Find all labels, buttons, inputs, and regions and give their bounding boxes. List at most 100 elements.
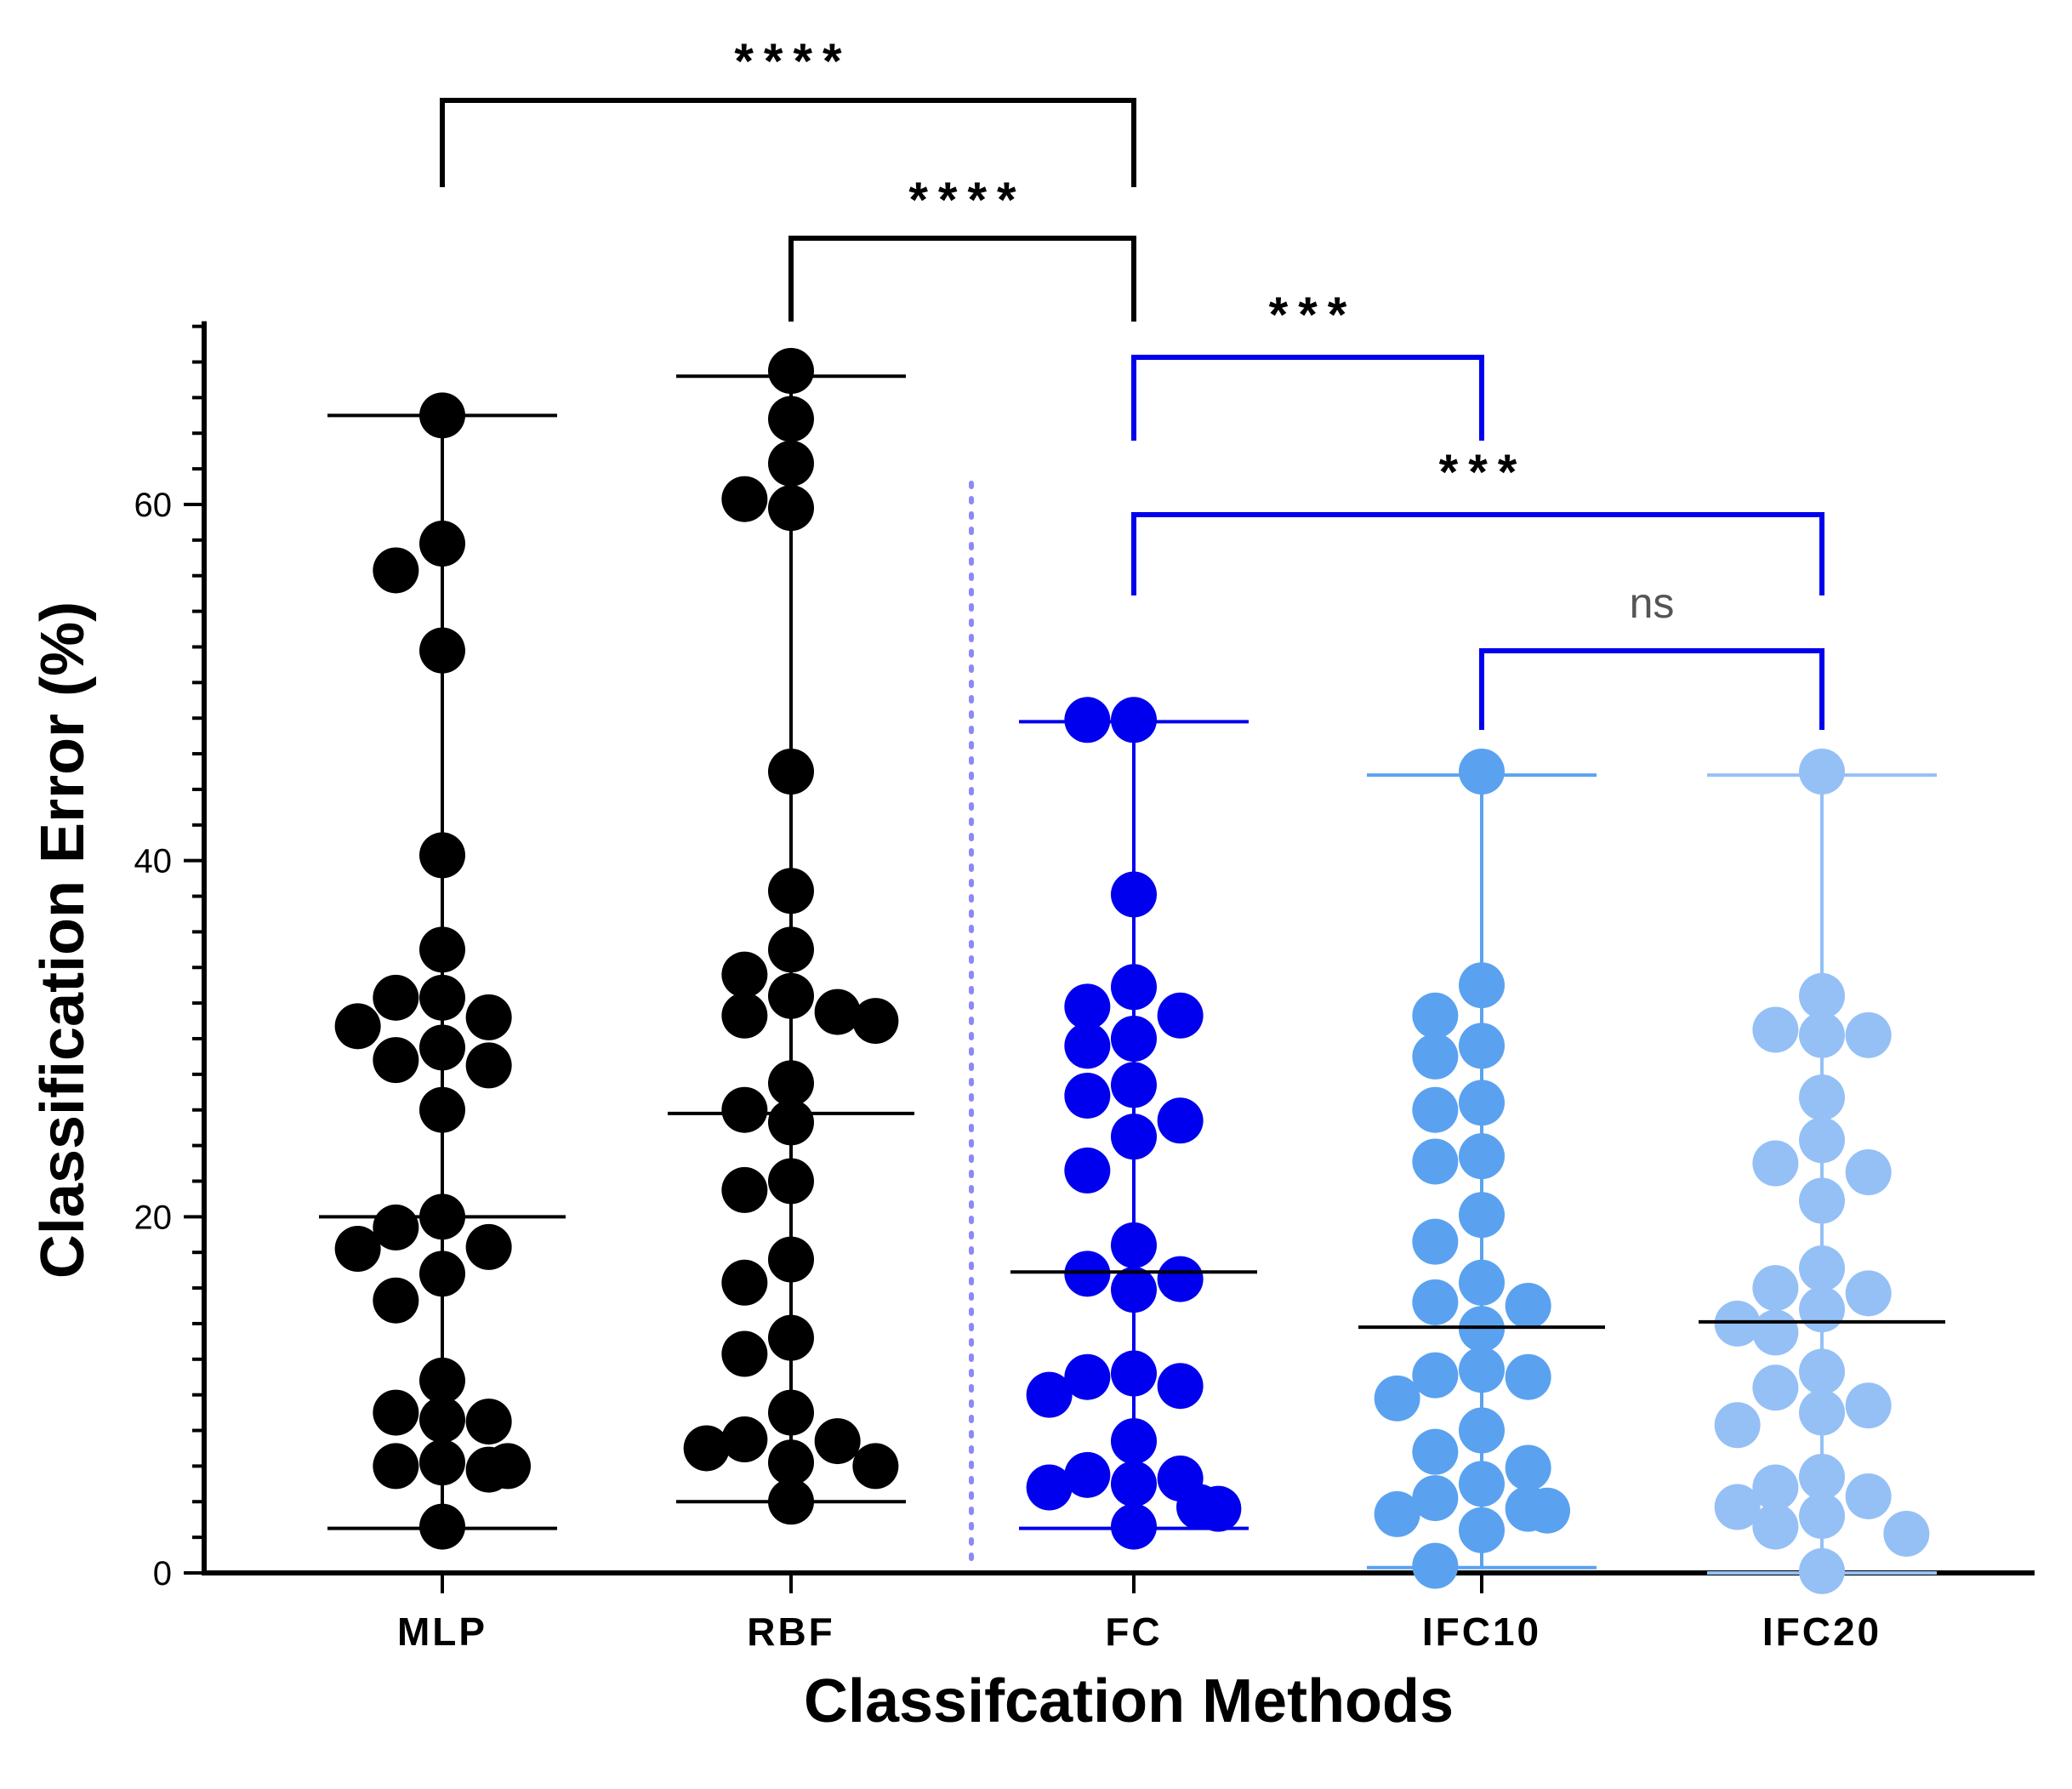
data-point <box>334 1003 381 1050</box>
data-point <box>465 994 512 1040</box>
significance-label: *** <box>1439 445 1528 500</box>
x-axis-title: Classifcation Methods <box>804 1667 1454 1735</box>
bracket-line <box>440 98 1136 187</box>
data-point <box>768 1060 814 1107</box>
data-point <box>1714 1300 1761 1347</box>
data-point <box>1799 1493 1845 1540</box>
data-point <box>1752 1503 1799 1550</box>
data-point <box>768 972 814 1019</box>
data-point <box>1459 749 1505 795</box>
data-point <box>465 1042 512 1089</box>
data-point <box>1412 1138 1459 1185</box>
data-point <box>1412 1475 1459 1522</box>
data-point <box>1799 1117 1845 1164</box>
data-point <box>1111 964 1157 1011</box>
data-point <box>419 926 465 973</box>
data-point <box>1459 1507 1505 1553</box>
data-point <box>1157 1363 1204 1410</box>
data-point <box>419 1503 465 1550</box>
data-point <box>1845 1382 1892 1429</box>
data-point <box>1459 1407 1505 1454</box>
data-point <box>1459 1023 1505 1069</box>
data-point <box>768 1439 814 1486</box>
data-point <box>1064 697 1111 744</box>
data-point <box>465 1223 512 1270</box>
data-point <box>1064 1353 1111 1400</box>
group-fc <box>1010 697 1257 1550</box>
y-tick-label: 60 <box>134 487 173 524</box>
data-point <box>1157 992 1204 1039</box>
data-point <box>1459 962 1505 1009</box>
data-point <box>373 1277 419 1324</box>
data-point <box>852 998 899 1045</box>
data-point <box>1505 1353 1551 1400</box>
data-point <box>768 926 814 973</box>
data-point <box>768 485 814 532</box>
data-point <box>721 476 768 522</box>
data-point <box>768 1314 814 1361</box>
data-point <box>1111 1267 1157 1313</box>
y-axis-title: Classification Error (%) <box>29 601 97 1279</box>
data-point <box>485 1443 532 1490</box>
data-point <box>373 974 419 1021</box>
x-tick-label: MLP <box>397 1610 487 1654</box>
y-tick-label: 40 <box>134 843 173 880</box>
data-point <box>814 989 861 1035</box>
data-point <box>768 348 814 394</box>
data-point <box>1157 1097 1204 1144</box>
data-point <box>1459 1461 1505 1507</box>
y-tick-label: 0 <box>153 1555 172 1592</box>
data-point <box>1752 1464 1799 1511</box>
data-point <box>721 1330 768 1377</box>
data-point <box>1799 1348 1845 1395</box>
data-point <box>1026 1464 1073 1511</box>
data-point <box>1459 1347 1505 1393</box>
group-rbf <box>668 348 914 1525</box>
data-point <box>1799 1453 1845 1500</box>
data-point <box>1799 1245 1845 1292</box>
data-point <box>1412 1279 1459 1325</box>
data-point <box>419 392 465 439</box>
data-point <box>334 1226 381 1273</box>
data-point <box>1714 1402 1761 1449</box>
x-tick-label: IFC10 <box>1422 1610 1541 1654</box>
data-point <box>1412 992 1459 1039</box>
data-point <box>1752 1006 1799 1053</box>
data-point <box>1459 1259 1505 1306</box>
data-point <box>1111 1016 1157 1062</box>
data-point <box>1064 1023 1111 1069</box>
data-point <box>1459 1133 1505 1180</box>
data-point <box>1026 1371 1073 1418</box>
groups-layer <box>319 348 1945 1594</box>
x-tick-label: FC <box>1105 1610 1162 1654</box>
data-point <box>814 1418 861 1465</box>
data-point <box>1111 1503 1157 1550</box>
significance-bracket: **** <box>440 34 1136 187</box>
data-point <box>852 1443 899 1490</box>
bracket-line <box>788 236 1136 322</box>
group-ifc20 <box>1699 749 1945 1594</box>
data-point <box>1176 1484 1223 1530</box>
data-point <box>1799 749 1845 795</box>
data-point <box>1412 1218 1459 1265</box>
bracket-line <box>1479 648 1824 730</box>
significance-bracket: **** <box>788 173 1136 322</box>
data-point <box>419 1357 465 1404</box>
data-point <box>1412 1352 1459 1399</box>
data-point <box>768 868 814 914</box>
data-point <box>419 1396 465 1443</box>
data-point <box>419 521 465 567</box>
data-point <box>1412 1428 1459 1475</box>
data-point <box>1459 1192 1505 1239</box>
data-point <box>1845 1011 1892 1058</box>
significance-label: ns <box>1630 579 1675 627</box>
data-point <box>1111 1114 1157 1160</box>
data-point <box>1111 1461 1157 1507</box>
data-point <box>1752 1265 1799 1312</box>
y-tick-label: 20 <box>134 1199 173 1236</box>
data-point <box>1799 1547 1845 1594</box>
significance-bracket: ns <box>1479 579 1824 730</box>
data-point <box>721 992 768 1039</box>
data-point <box>1111 1222 1157 1268</box>
